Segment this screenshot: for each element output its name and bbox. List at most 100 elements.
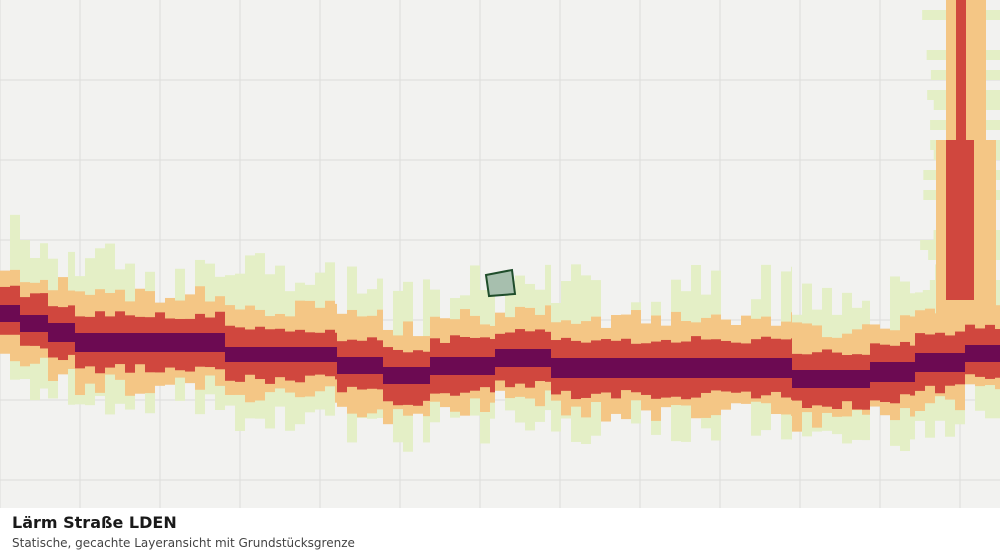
noise-cell bbox=[946, 260, 974, 270]
noise-cell bbox=[946, 170, 974, 180]
noise-cell bbox=[671, 358, 681, 378]
noise-cell bbox=[822, 370, 832, 388]
noise-cell bbox=[377, 357, 383, 374]
noise-cell bbox=[10, 305, 20, 322]
noise-cell bbox=[946, 270, 974, 280]
noise-cell bbox=[215, 333, 225, 352]
noise-cell bbox=[135, 333, 145, 352]
noise-cell bbox=[946, 190, 974, 200]
noise-cell bbox=[890, 362, 900, 382]
noise-cell bbox=[936, 300, 996, 310]
noise-cell bbox=[525, 349, 535, 367]
noise-cell bbox=[105, 333, 115, 352]
noise-cell bbox=[946, 180, 974, 190]
noise-cell bbox=[235, 347, 245, 362]
noise-cell bbox=[956, 0, 966, 10]
noise-cell bbox=[205, 333, 215, 352]
caption-title: Lärm Straße LDEN bbox=[12, 513, 177, 532]
noise-cell bbox=[731, 358, 741, 378]
noise-cell bbox=[315, 347, 325, 362]
noise-cell bbox=[515, 349, 525, 367]
noise-cell bbox=[956, 30, 966, 40]
noise-cell bbox=[165, 333, 175, 352]
noise-cell bbox=[225, 347, 235, 362]
noise-cell bbox=[955, 353, 965, 372]
noise-cell bbox=[935, 353, 945, 372]
noise-cell bbox=[450, 357, 460, 375]
noise-cell bbox=[631, 358, 641, 378]
noise-cell bbox=[701, 358, 711, 378]
noise-cell bbox=[832, 370, 842, 388]
noise-cell bbox=[910, 362, 915, 382]
noise-cell bbox=[460, 357, 470, 375]
noise-cell bbox=[946, 140, 974, 150]
noise-cell bbox=[155, 333, 165, 352]
noise-cell bbox=[946, 220, 974, 230]
noise-cell bbox=[880, 362, 890, 382]
noise-cell bbox=[936, 310, 996, 320]
noise-cell bbox=[591, 358, 601, 378]
noise-cell bbox=[621, 358, 631, 378]
noise-cell bbox=[946, 160, 974, 170]
noise-cell bbox=[403, 367, 413, 384]
noise-cell bbox=[175, 333, 185, 352]
noise-cell bbox=[862, 370, 870, 388]
noise-cell bbox=[40, 315, 48, 332]
noise-cell bbox=[480, 357, 490, 375]
noise-cell bbox=[956, 100, 966, 110]
noise-cell bbox=[20, 315, 30, 332]
noise-cell bbox=[145, 333, 155, 352]
noise-cell bbox=[915, 353, 925, 372]
noise-cell bbox=[255, 347, 265, 362]
noise-cell bbox=[661, 358, 671, 378]
noise-cell bbox=[956, 90, 966, 100]
noise-cell bbox=[545, 349, 551, 367]
noise-cell bbox=[946, 280, 974, 290]
noise-cell bbox=[956, 60, 966, 70]
noise-cell bbox=[946, 200, 974, 210]
noise-cell bbox=[956, 40, 966, 50]
noise-cell bbox=[900, 362, 910, 382]
noise-cell bbox=[337, 357, 347, 374]
noise-cell bbox=[791, 358, 792, 378]
noise-cell bbox=[681, 358, 691, 378]
noise-cell bbox=[946, 210, 974, 220]
noise-cell bbox=[761, 358, 771, 378]
noise-cell bbox=[413, 367, 423, 384]
noise-cell bbox=[956, 130, 966, 140]
noise-cell bbox=[48, 323, 58, 342]
noise-cell bbox=[295, 347, 305, 362]
noise-cell bbox=[956, 50, 966, 60]
noise-cell bbox=[946, 150, 974, 160]
noise-cell bbox=[423, 367, 430, 384]
noise-cell bbox=[470, 357, 480, 375]
noise-cell bbox=[751, 358, 761, 378]
noise-zone-very-high bbox=[0, 305, 1000, 388]
noise-cell bbox=[956, 110, 966, 120]
noise-cell bbox=[581, 358, 591, 378]
noise-cell bbox=[185, 333, 195, 352]
noise-cell bbox=[781, 358, 791, 378]
noise-cell bbox=[115, 333, 125, 352]
noise-cell bbox=[58, 323, 68, 342]
noise-cell bbox=[75, 333, 85, 352]
noise-cell bbox=[430, 357, 440, 375]
noise-cell bbox=[945, 353, 955, 372]
caption-subtitle: Statische, gecachte Layeransicht mit Gru… bbox=[12, 536, 355, 550]
noise-cell bbox=[611, 358, 621, 378]
noise-cell bbox=[995, 345, 1000, 362]
noise-cell bbox=[95, 333, 105, 352]
noise-cell bbox=[30, 315, 40, 332]
noise-cell bbox=[842, 370, 852, 388]
noise-cell bbox=[985, 345, 995, 362]
noise-cell bbox=[946, 290, 974, 300]
noise-cell bbox=[711, 358, 721, 378]
noise-cell bbox=[641, 358, 651, 378]
noise-cell bbox=[571, 358, 581, 378]
noise-cell bbox=[490, 357, 495, 375]
noise-cell bbox=[771, 358, 781, 378]
noise-cell bbox=[265, 347, 275, 362]
noise-cell bbox=[561, 358, 571, 378]
noise-cell bbox=[357, 357, 367, 374]
